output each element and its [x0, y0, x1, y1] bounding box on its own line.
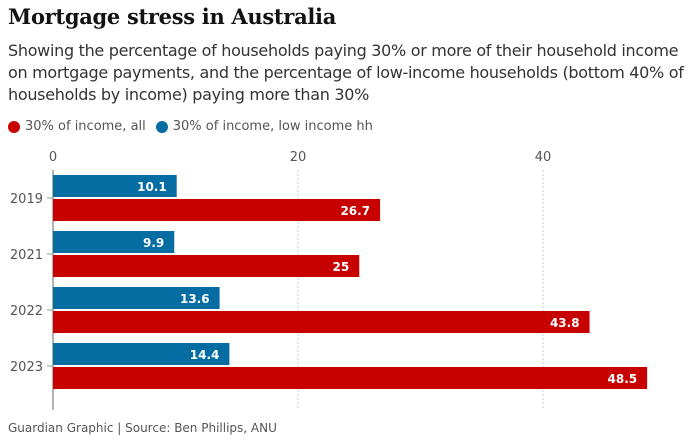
bar [53, 367, 648, 389]
data-label: 13.6 [180, 292, 210, 306]
y-tick-label: 2019 [10, 192, 43, 207]
bar [53, 343, 230, 365]
data-label: 25 [333, 260, 350, 274]
bar [53, 287, 220, 309]
source-note: Guardian Graphic | Source: Ben Phillips,… [8, 421, 277, 435]
legend-item-low-income: 30% of income, low income hh [155, 119, 373, 134]
data-label: 43.8 [550, 316, 580, 330]
data-label: 48.5 [608, 372, 638, 386]
bar [53, 199, 381, 221]
legend-label: 30% of income, low income hh [172, 119, 373, 134]
legend-label: 30% of income, all [25, 119, 146, 134]
bar [53, 255, 360, 277]
chart-title: Mortgage stress in Australia [8, 4, 337, 29]
legend-swatch-blue [155, 120, 168, 133]
y-tick-label: 2022 [10, 304, 43, 319]
legend-item-all: 30% of income, all [8, 119, 146, 134]
y-tick-label: 2023 [10, 360, 43, 375]
legend-swatch-red [8, 120, 20, 133]
data-label: 14.4 [190, 348, 220, 362]
legend: 30% of income, all 30% of income, low in… [8, 119, 373, 134]
bar [53, 231, 175, 253]
bar [53, 175, 177, 197]
x-tick-label: 0 [49, 150, 57, 165]
x-tick-label: 40 [535, 150, 552, 165]
y-tick-label: 2021 [10, 248, 43, 263]
data-label: 9.9 [143, 236, 164, 250]
x-tick-label: 20 [290, 150, 307, 165]
data-label: 10.1 [137, 180, 167, 194]
data-label: 26.7 [340, 204, 370, 218]
chart-subtitle: Showing the percentage of households pay… [8, 41, 684, 104]
bar [53, 311, 590, 333]
